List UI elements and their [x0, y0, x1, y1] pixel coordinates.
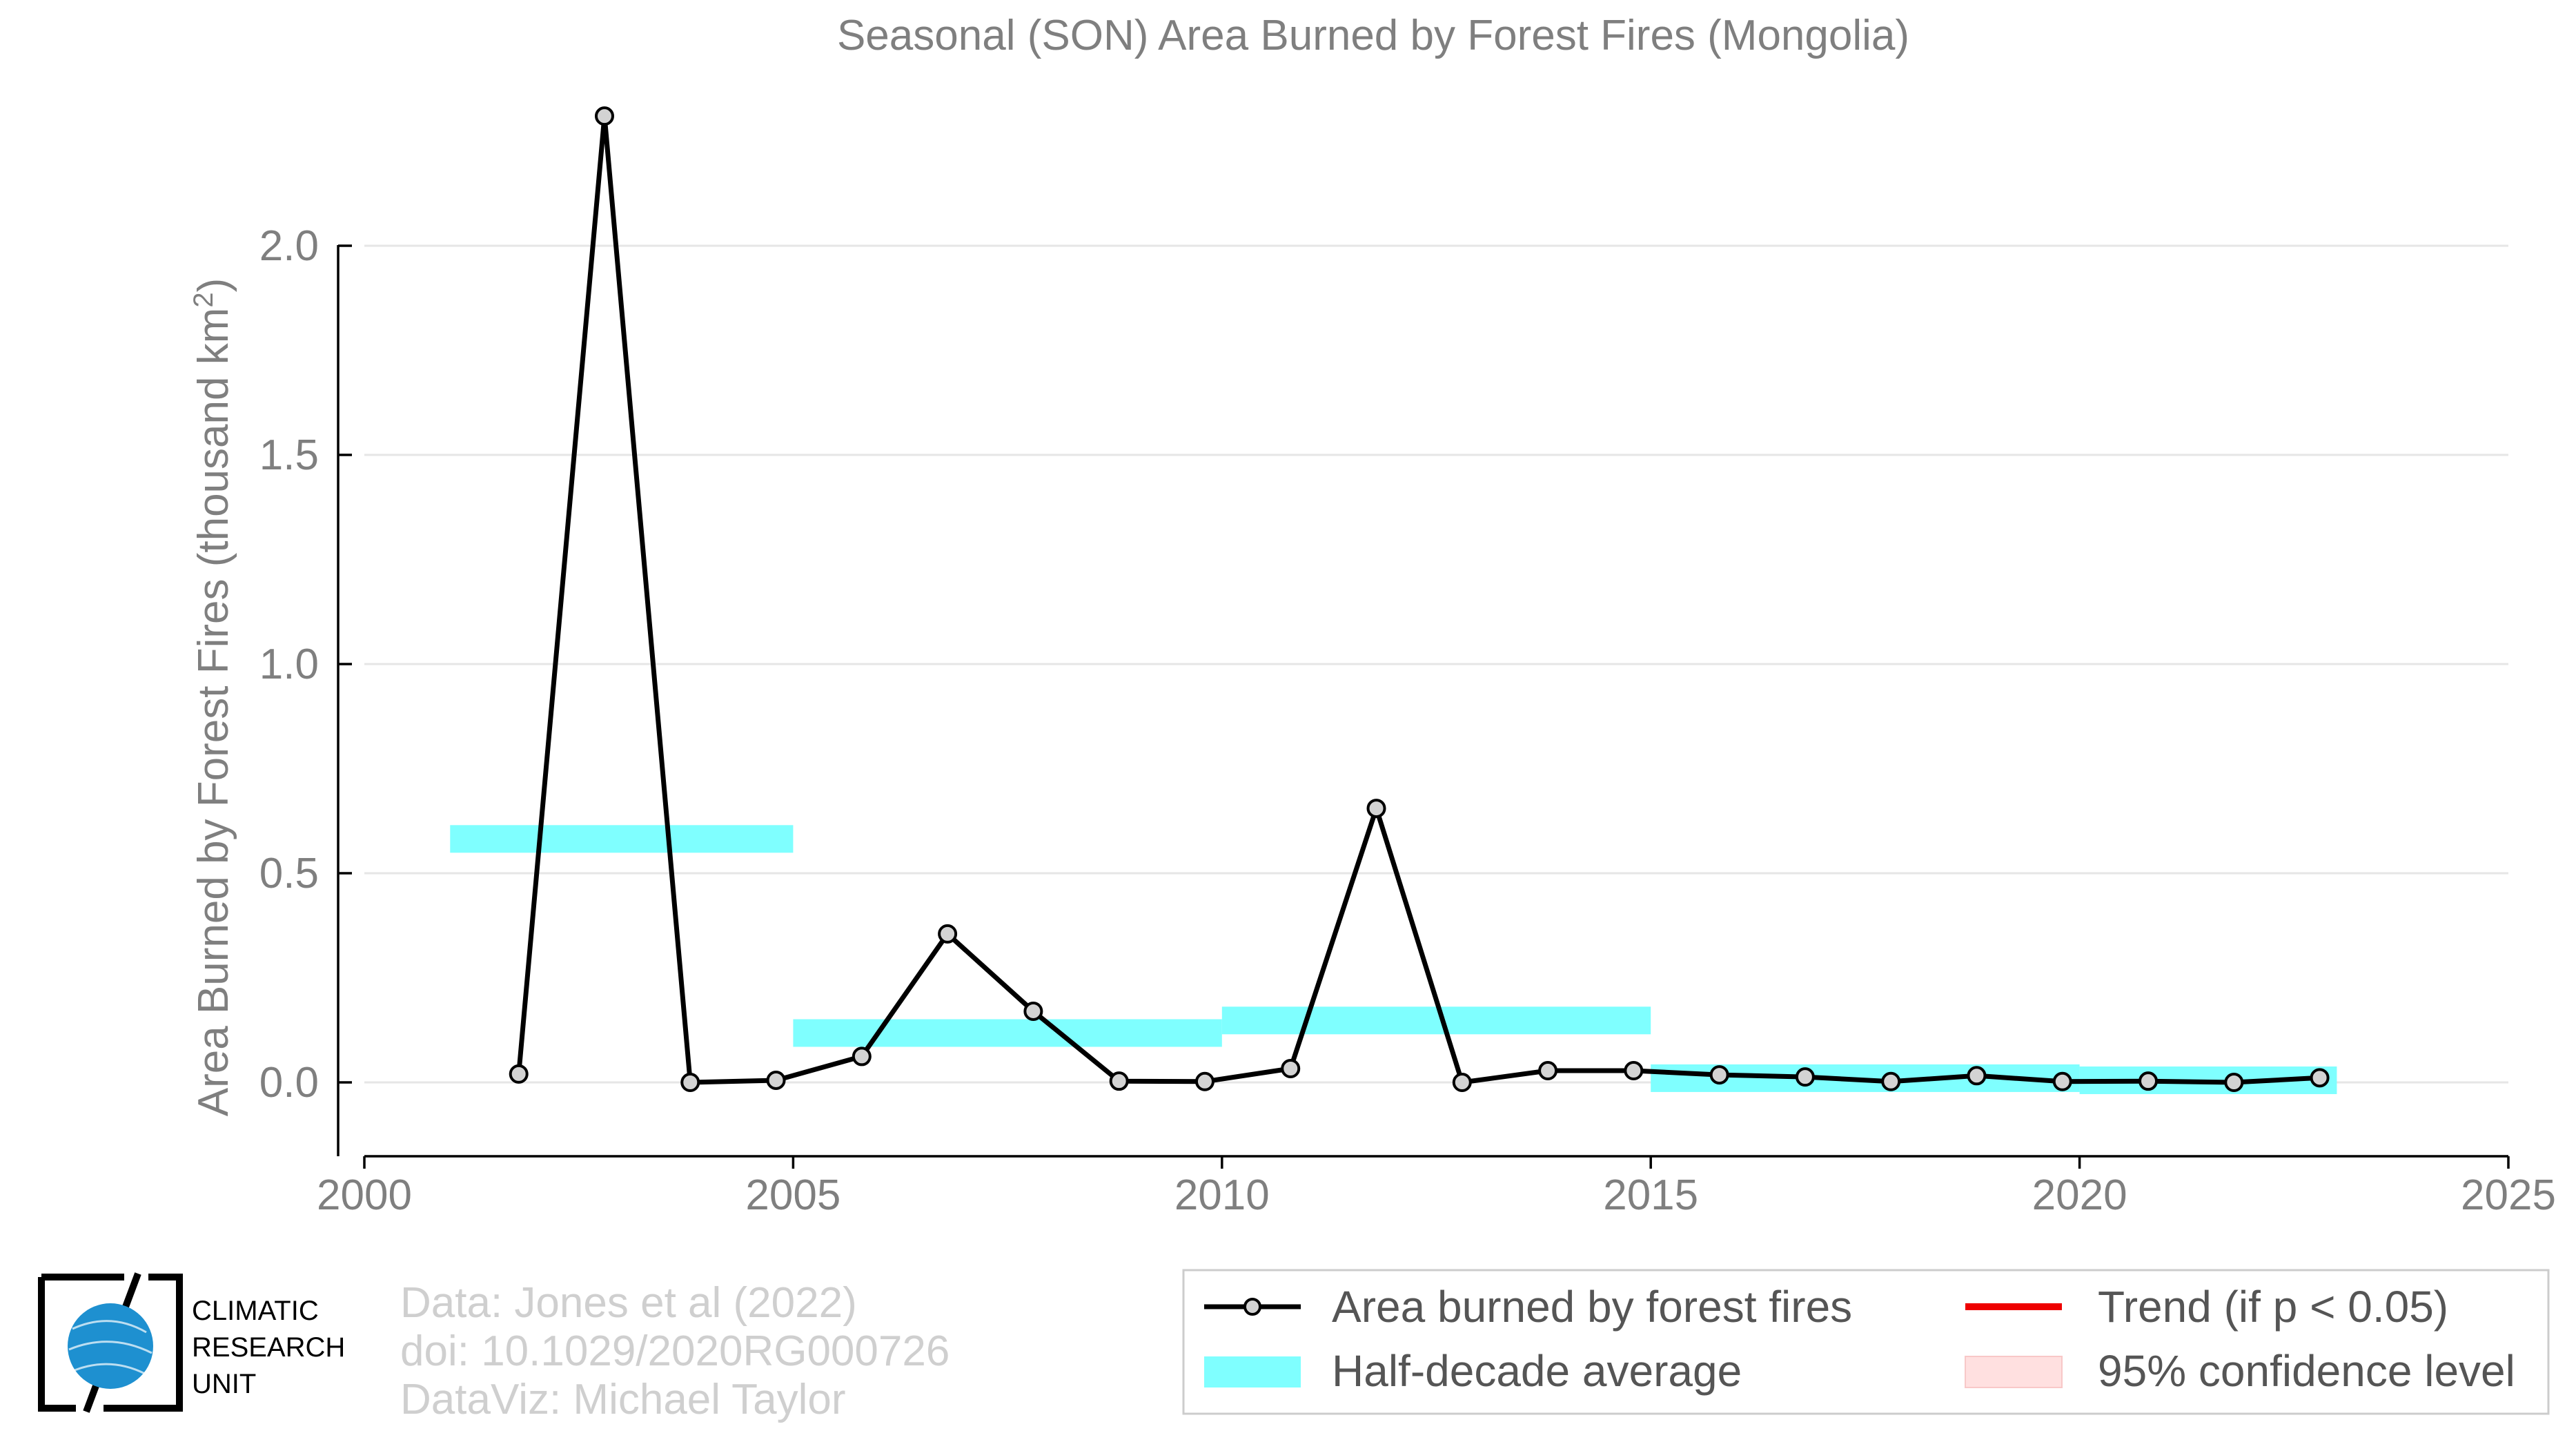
legend-marker-icon — [1243, 1298, 1261, 1316]
credit-dataviz: DataViz: Michael Taylor — [400, 1376, 846, 1423]
data-point — [1795, 1067, 1815, 1087]
y-tick-label: 0.0 — [259, 1059, 319, 1107]
data-point — [1023, 1001, 1043, 1021]
x-tick-label: 2000 — [317, 1171, 412, 1219]
globe-lines-icon — [68, 1320, 153, 1375]
legend-label-half-decade: Half-decade average — [1332, 1346, 1742, 1396]
data-point — [852, 1046, 872, 1067]
area-burned-markers — [509, 106, 2330, 1092]
data-point — [594, 106, 614, 126]
half-decade-band — [1221, 1006, 1651, 1035]
cru-logo: CLIMATIC RESEARCH UNIT — [38, 1272, 345, 1413]
y-axis-label-main: Area Burned by Forest Fires (thousand km — [190, 308, 237, 1117]
gridlines — [364, 244, 2508, 1084]
legend-box — [1182, 1269, 2550, 1415]
y-axis-label-close: ) — [190, 278, 237, 293]
logo-bracket-icon — [38, 1274, 183, 1412]
y-tick-label: 1.0 — [259, 641, 319, 688]
data-point — [1624, 1061, 1644, 1081]
credit-doi: doi: 10.1029/2020RG000726 — [400, 1327, 950, 1375]
y-tick-label: 2.0 — [259, 222, 319, 270]
data-point — [1194, 1071, 1215, 1091]
data-point — [1109, 1071, 1129, 1091]
legend-label-ci: 95% confidence level — [2098, 1346, 2515, 1396]
data-point — [1881, 1071, 1901, 1091]
x-tick-label: 2010 — [1174, 1171, 1270, 1219]
y-tick-label: 0.5 — [259, 850, 319, 897]
y-tick-label: 1.5 — [259, 431, 319, 479]
data-point — [2139, 1071, 2159, 1091]
half-decade-band — [450, 825, 794, 853]
logo-text-line1: CLIMATIC — [192, 1296, 319, 1326]
half-decade-band — [793, 1019, 1222, 1047]
data-point — [680, 1073, 700, 1092]
logo-text-line3: UNIT — [192, 1369, 256, 1399]
legend: Area burned by forest fires Trend (if p … — [1182, 1269, 2550, 1415]
area-burned-series-line — [516, 113, 2320, 1085]
chart-title: Seasonal (SON) Area Burned by Forest Fir… — [837, 12, 1909, 59]
legend-label-series: Area burned by forest fires — [1332, 1282, 1852, 1332]
x-axis-ticks: 2000 2005 2010 2015 2020 2025 — [317, 1156, 2556, 1219]
data-point — [1366, 799, 1386, 819]
credit-data-source: Data: Jones et al (2022) — [400, 1279, 857, 1327]
data-point — [2310, 1068, 2330, 1088]
data-point — [938, 924, 958, 944]
legend-ci-icon — [1965, 1356, 2063, 1388]
data-point — [1452, 1073, 1472, 1092]
data-point — [1967, 1066, 1987, 1086]
x-tick-label: 2015 — [1603, 1171, 1698, 1219]
data-point — [1709, 1065, 1729, 1085]
data-point — [766, 1070, 786, 1090]
legend-label-trend: Trend (if p < 0.05) — [2098, 1282, 2448, 1332]
half-decade-average-bands — [450, 825, 2337, 1094]
y-axis-label: Area Burned by Forest Fires (thousand km… — [188, 278, 237, 1117]
x-tick-label: 2020 — [2032, 1171, 2127, 1219]
data-point — [1538, 1061, 1558, 1081]
logo-text-line2: RESEARCH — [192, 1332, 345, 1363]
x-tick-label: 2005 — [745, 1171, 840, 1219]
data-point — [2052, 1071, 2072, 1091]
data-point — [2224, 1073, 2244, 1092]
legend-band-icon — [1204, 1356, 1301, 1387]
x-tick-label: 2025 — [2461, 1171, 2556, 1219]
y-axis-ticks: 0.0 0.5 1.0 1.5 2.0 — [259, 222, 352, 1107]
data-point — [509, 1064, 529, 1084]
data-point — [1281, 1059, 1301, 1079]
y-axis-label-sup: 2 — [188, 292, 219, 307]
